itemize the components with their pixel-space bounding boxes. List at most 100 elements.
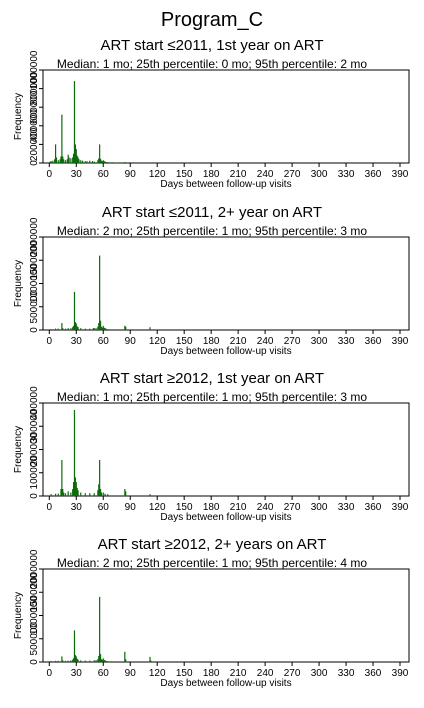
histogram-3: 0 30 60 90 120 150 180 210 240 270 300 330 360 390 0 10…	[13, 386, 410, 523]
bars-group	[50, 255, 151, 330]
x-tick-label: 30	[71, 336, 83, 347]
x-tick-label: 360	[365, 336, 382, 347]
x-tick-label: 210	[230, 668, 247, 679]
x-tick-label: 120	[149, 668, 166, 679]
x-tick-label: 0	[47, 336, 53, 347]
y-tick-label: 2000000	[29, 549, 40, 588]
y-tick-label: 100000	[29, 456, 40, 490]
y-tick-label: 600000	[29, 90, 40, 124]
bars-group	[49, 81, 131, 163]
x-tick-label: 330	[338, 336, 355, 347]
panel-title: ART start ≥2012, 2+ years on ART	[97, 536, 327, 553]
x-tick-label: 390	[392, 336, 409, 347]
x-tick-label: 390	[392, 502, 409, 513]
x-tick-label: 270	[284, 336, 301, 347]
x-tick-label: 90	[125, 502, 137, 513]
x-tick-label: 0	[47, 502, 53, 513]
chart-panel-2: ART start ≤2011, 2+ year on ART Median: …	[0, 204, 424, 374]
x-axis-label: Days between follow-up visits	[160, 179, 291, 190]
x-tick-label: 60	[98, 169, 110, 180]
x-tick-label: 30	[71, 169, 83, 180]
x-tick-label: 240	[257, 336, 274, 347]
chart-panel-3: ART start ≥2012, 1st year on ART Median:…	[0, 370, 424, 540]
x-tick-label: 60	[98, 502, 110, 513]
x-tick-label: 270	[284, 668, 301, 679]
y-tick-label: 1000000	[29, 50, 40, 89]
x-tick-label: 0	[47, 668, 53, 679]
histogram-4: 0 30 60 90 120 150 180 210 240 270 300 330 360 390 0 50…	[13, 549, 410, 689]
y-tick-label: 0	[29, 493, 40, 499]
x-tick-label: 210	[230, 502, 247, 513]
x-tick-label: 330	[338, 169, 355, 180]
x-axis-label: Days between follow-up visits	[160, 678, 291, 689]
x-tick-label: 240	[257, 668, 274, 679]
chart-panel-1: ART start ≤2011, 1st year on ART Median:…	[0, 37, 424, 207]
x-tick-label: 120	[149, 502, 166, 513]
x-tick-label: 180	[203, 502, 220, 513]
panel-subtitle: Median: 2 mo; 25th percentile: 1 mo; 95t…	[56, 556, 368, 570]
x-tick-label: 180	[203, 336, 220, 347]
x-tick-label: 90	[125, 668, 137, 679]
y-tick-label: 2000000	[29, 217, 40, 256]
figure-title: Program_C	[160, 9, 264, 31]
y-tick-label: 400000	[29, 109, 40, 143]
x-tick-label: 90	[125, 336, 137, 347]
y-tick-label: 0	[29, 659, 40, 665]
x-tick-label: 360	[365, 668, 382, 679]
plot-frame	[42, 402, 410, 497]
x-tick-label: 390	[392, 169, 409, 180]
x-tick-label: 240	[257, 169, 274, 180]
x-tick-label: 300	[311, 336, 328, 347]
bars-group	[50, 409, 151, 496]
y-axis-label: Frequency	[13, 260, 24, 307]
x-tick-label: 360	[365, 169, 382, 180]
x-tick-label: 330	[338, 668, 355, 679]
x-tick-label: 150	[176, 336, 193, 347]
y-tick-label: 400000	[29, 386, 40, 420]
y-tick-label: 500000	[29, 290, 40, 324]
x-tick-label: 30	[71, 502, 83, 513]
x-tick-label: 390	[392, 668, 409, 679]
y-tick-label: 500000	[29, 622, 40, 656]
x-tick-label: 300	[311, 169, 328, 180]
bars-group	[50, 596, 201, 662]
x-tick-label: 300	[311, 668, 328, 679]
x-tick-label: 120	[149, 336, 166, 347]
chart-panel-4: ART start ≥2012, 2+ years on ART Median:…	[0, 536, 424, 706]
y-tick-label: 1000000	[29, 264, 40, 303]
y-tick-label: 0	[29, 160, 40, 166]
x-tick-label: 150	[176, 169, 193, 180]
panel-subtitle: Median: 1 mo; 25th percentile: 1 mo; 95t…	[56, 390, 368, 404]
y-tick-label: 1500000	[29, 572, 40, 611]
y-tick-label: 1500000	[29, 240, 40, 279]
x-tick-label: 90	[125, 169, 137, 180]
x-tick-label: 270	[284, 169, 301, 180]
x-tick-label: 330	[338, 502, 355, 513]
plot-frame	[42, 568, 410, 663]
x-tick-label: 360	[365, 502, 382, 513]
panel-title: ART start ≥2012, 1st year on ART	[99, 370, 325, 387]
x-tick-label: 180	[203, 169, 220, 180]
panel-title: ART start ≤2011, 2+ year on ART	[101, 204, 323, 221]
y-axis-label: Frequency	[13, 592, 24, 639]
plot-frame	[42, 236, 410, 331]
x-tick-label: 30	[71, 668, 83, 679]
x-tick-label: 0	[47, 169, 53, 180]
histogram-2: 0 30 60 90 120 150 180 210 240 270 300 330 360 390 0 50…	[13, 217, 410, 357]
y-tick-label: 0	[29, 327, 40, 333]
x-tick-label: 60	[98, 336, 110, 347]
y-tick-label: 300000	[29, 409, 40, 443]
y-tick-label: 800000	[29, 71, 40, 105]
x-axis-label: Days between follow-up visits	[160, 512, 291, 523]
x-tick-label: 180	[203, 668, 220, 679]
panel-subtitle: Median: 2 mo; 25th percentile: 1 mo; 95t…	[56, 224, 368, 238]
x-tick-label: 270	[284, 502, 301, 513]
panel-title: ART start ≤2011, 1st year on ART	[100, 37, 324, 54]
y-axis-label: Frequency	[13, 93, 24, 140]
x-axis-label: Days between follow-up visits	[160, 346, 291, 357]
x-tick-label: 120	[149, 169, 166, 180]
x-tick-label: 150	[176, 668, 193, 679]
panel-subtitle: Median: 1 mo; 25th percentile: 0 mo; 95t…	[56, 57, 368, 71]
x-tick-label: 240	[257, 502, 274, 513]
x-tick-label: 60	[98, 668, 110, 679]
